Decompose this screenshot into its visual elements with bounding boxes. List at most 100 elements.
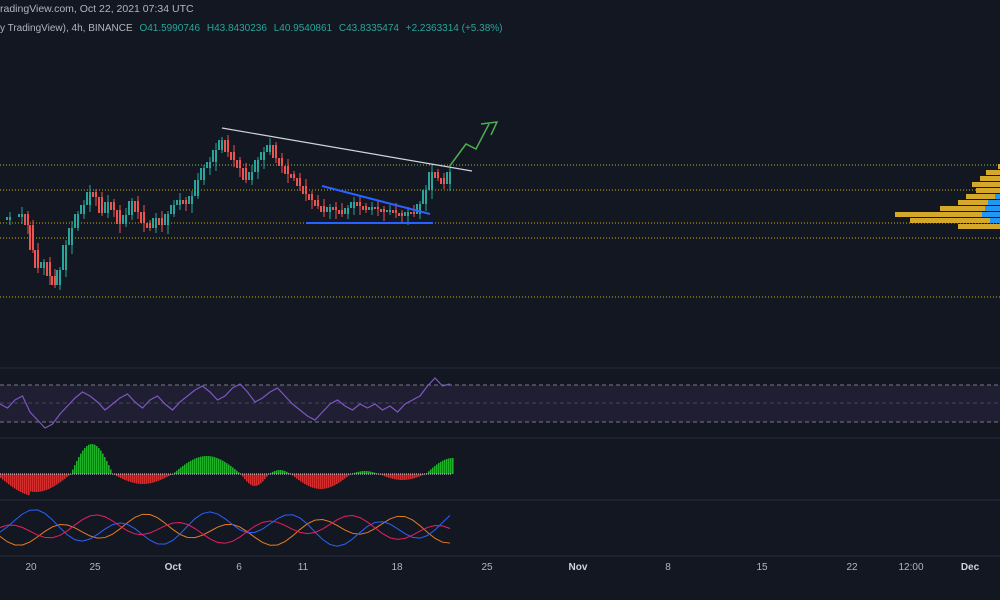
macd-bar bbox=[220, 459, 222, 474]
candle-body bbox=[446, 172, 448, 184]
macd-bar bbox=[436, 464, 438, 474]
candle-body bbox=[233, 152, 235, 160]
macd-bar bbox=[296, 474, 298, 479]
candle-body bbox=[83, 205, 85, 214]
projection-path[interactable] bbox=[448, 123, 490, 168]
macd-bar bbox=[294, 474, 296, 478]
macd-bar bbox=[212, 456, 214, 474]
low-label: L bbox=[273, 23, 280, 34]
macd-bar bbox=[324, 474, 326, 489]
candle-body bbox=[374, 207, 376, 209]
macd-bar bbox=[162, 474, 164, 479]
macd-bar bbox=[30, 474, 32, 492]
candle-body bbox=[131, 201, 133, 215]
macd-bar bbox=[442, 460, 444, 474]
macd-bar bbox=[432, 467, 434, 474]
macd-bar bbox=[132, 474, 134, 483]
macd-bar bbox=[316, 474, 318, 489]
candle-body bbox=[251, 172, 253, 180]
candle-body bbox=[392, 210, 394, 213]
macd-bar bbox=[278, 470, 280, 474]
oscillator-orange-line bbox=[0, 513, 451, 546]
macd-bar bbox=[282, 470, 284, 474]
macd-histogram bbox=[0, 444, 454, 496]
macd-bar bbox=[72, 469, 74, 474]
time-axis-label: Dec bbox=[961, 562, 980, 573]
candle-body bbox=[329, 207, 331, 212]
volume-profile-bar bbox=[980, 176, 1000, 181]
macd-bar bbox=[244, 474, 246, 480]
candle-body bbox=[51, 276, 53, 285]
macd-bar bbox=[306, 474, 308, 486]
descending-trendline[interactable] bbox=[221, 127, 473, 172]
candle-body bbox=[419, 204, 421, 214]
macd-bar bbox=[196, 457, 198, 474]
macd-bar bbox=[22, 474, 24, 494]
macd-bar bbox=[254, 474, 256, 486]
low-number: 40.9540861 bbox=[279, 23, 333, 34]
candle-body bbox=[317, 200, 319, 206]
candle-body bbox=[34, 250, 36, 268]
time-axis[interactable]: 20 25 Oct 6 11 18 25 Nov 8 15 22 12:00 Dec bbox=[25, 562, 979, 573]
candle-body bbox=[29, 225, 31, 250]
wedge-upper-line[interactable] bbox=[321, 185, 431, 215]
volume-profile-bar bbox=[976, 188, 1000, 193]
candle-body bbox=[95, 192, 97, 197]
macd-bar bbox=[242, 474, 244, 477]
candle-body bbox=[377, 207, 379, 209]
candle-body bbox=[350, 202, 352, 208]
candle-body bbox=[200, 168, 202, 180]
macd-bar bbox=[88, 444, 90, 474]
macd-bar bbox=[82, 450, 84, 474]
time-axis-label: Oct bbox=[165, 562, 182, 573]
macd-bar bbox=[26, 474, 28, 495]
macd-bar bbox=[336, 474, 338, 485]
macd-bar bbox=[0, 474, 2, 478]
candle-body bbox=[143, 212, 145, 223]
macd-bar bbox=[44, 474, 46, 491]
oscillator-pink-line bbox=[0, 514, 451, 544]
candle-body bbox=[152, 218, 154, 228]
rsi-line bbox=[0, 377, 451, 429]
time-axis-label: 6 bbox=[236, 562, 242, 573]
macd-bar bbox=[80, 453, 82, 474]
macd-bar bbox=[248, 474, 250, 484]
macd-bar bbox=[358, 471, 360, 474]
macd-bar bbox=[414, 474, 416, 479]
candle-body bbox=[9, 217, 11, 220]
volume-profile-bar-value-area bbox=[985, 206, 1000, 211]
macd-bar bbox=[368, 471, 370, 474]
macd-bar bbox=[298, 474, 300, 481]
macd-bar bbox=[410, 474, 412, 480]
macd-bar bbox=[430, 469, 432, 474]
volume-profile-bar bbox=[895, 212, 1000, 217]
macd-bar bbox=[14, 474, 16, 489]
candle-body bbox=[59, 270, 61, 285]
candlestick-series bbox=[6, 135, 451, 290]
macd-bar bbox=[444, 459, 446, 474]
macd-bar bbox=[116, 474, 118, 477]
macd-bar bbox=[24, 474, 26, 494]
time-axis-label: 15 bbox=[756, 562, 768, 573]
candle-body bbox=[40, 262, 42, 268]
macd-bar bbox=[74, 465, 76, 474]
candle-body bbox=[368, 207, 370, 210]
macd-bar bbox=[300, 474, 302, 482]
candle-body bbox=[197, 180, 199, 196]
volume-profile-bar bbox=[958, 224, 1000, 229]
candle-body bbox=[134, 201, 136, 212]
macd-bar bbox=[264, 474, 266, 480]
candle-body bbox=[71, 228, 73, 245]
volume-profile-bar bbox=[986, 170, 1000, 175]
candle-body bbox=[89, 192, 91, 205]
macd-bar bbox=[180, 467, 182, 474]
macd-bar bbox=[54, 474, 56, 486]
macd-bar bbox=[386, 474, 388, 478]
candle-body bbox=[212, 150, 214, 162]
symbol-legend[interactable]: y TradingView), 4h, BINANCE O41.5990746 … bbox=[0, 21, 503, 37]
time-axis-label: 25 bbox=[89, 562, 101, 573]
volume-profile-bar bbox=[972, 182, 1000, 187]
volume-profile-bar bbox=[910, 218, 1000, 223]
macd-bar bbox=[348, 474, 350, 476]
